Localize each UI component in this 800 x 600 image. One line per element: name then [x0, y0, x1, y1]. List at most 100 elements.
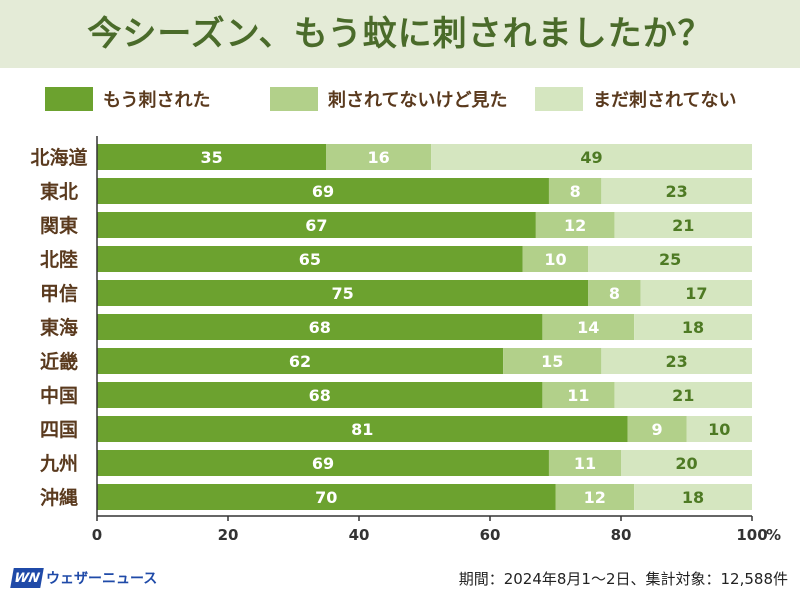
bar-stung	[97, 314, 543, 340]
bar-stung	[97, 178, 549, 204]
data-label-not-yet: 21	[672, 386, 694, 405]
category-label: 四国	[40, 419, 78, 441]
x-unit-label: %	[766, 526, 781, 544]
data-label-seen: 11	[567, 386, 589, 405]
bar-stung	[97, 348, 504, 374]
x-tick-label: 40	[349, 526, 370, 544]
bar-not-yet	[634, 484, 752, 510]
bar-seen	[503, 348, 602, 374]
legend-swatch-not-yet	[535, 87, 583, 111]
data-label-not-yet: 18	[682, 488, 704, 507]
bar-not-yet	[686, 416, 752, 442]
bar-seen	[326, 144, 432, 170]
category-label: 九州	[39, 453, 78, 475]
category-label: 甲信	[40, 282, 78, 305]
data-label-seen: 14	[577, 318, 599, 337]
bar-stung	[97, 484, 556, 510]
legend: もう刺された 刺されてないけど見た まだ刺されてない	[0, 82, 800, 116]
category-label: 関東	[40, 214, 78, 237]
bar-seen	[535, 212, 615, 238]
data-label-stung: 69	[312, 182, 334, 201]
bar-stung	[97, 280, 589, 306]
data-label-seen: 10	[544, 250, 566, 269]
bar-seen	[555, 484, 635, 510]
legend-label-stung: もう刺された	[103, 90, 211, 111]
bar-stung	[97, 450, 549, 476]
bar-seen	[548, 450, 621, 476]
data-label-stung: 70	[315, 488, 337, 507]
data-label-seen: 8	[570, 182, 581, 201]
data-label-not-yet: 10	[708, 420, 730, 439]
data-label-stung: 81	[351, 420, 373, 439]
logo-mark: WN	[10, 568, 44, 588]
data-label-stung: 67	[305, 216, 327, 235]
data-label-stung: 68	[309, 318, 331, 337]
bar-seen	[588, 280, 641, 306]
legend-item-not-yet: まだ刺されてない	[535, 82, 736, 116]
legend-item-stung: もう刺された	[45, 82, 210, 116]
logo-text: ウェザーニュース	[46, 571, 158, 587]
data-label-seen: 12	[564, 216, 586, 235]
category-label: 東海	[40, 316, 78, 339]
data-label-seen: 16	[368, 148, 390, 167]
category-label: 沖縄	[40, 486, 78, 509]
bar-not-yet	[614, 382, 752, 408]
chart-title: 今シーズン、もう蚊に刺されましたか？	[87, 14, 713, 54]
survey-note: 期間：2024年8月1～2日、集計対象：12,588件	[458, 570, 788, 588]
bar-stung	[97, 144, 327, 170]
data-label-stung: 65	[299, 250, 321, 269]
legend-swatch-seen	[270, 87, 318, 111]
data-label-not-yet: 18	[682, 318, 704, 337]
data-label-stung: 62	[289, 352, 311, 371]
data-label-stung: 69	[312, 454, 334, 473]
bar-stung	[97, 246, 523, 272]
bar-not-yet	[601, 178, 752, 204]
legend-swatch-stung	[45, 87, 93, 111]
bar-not-yet	[588, 246, 752, 272]
data-label-not-yet: 20	[675, 454, 697, 473]
bar-not-yet	[614, 212, 752, 238]
data-label-not-yet: 25	[659, 250, 681, 269]
bar-not-yet	[640, 280, 752, 306]
legend-item-seen: 刺されてないけど見た	[270, 82, 507, 116]
data-label-not-yet: 23	[666, 352, 688, 371]
data-label-stung: 75	[331, 284, 353, 303]
data-label-not-yet: 23	[666, 182, 688, 201]
x-tick-label: 20	[218, 526, 239, 544]
legend-label-not-yet: まだ刺されてない	[593, 90, 737, 111]
bar-not-yet	[431, 144, 752, 170]
data-label-not-yet: 17	[685, 284, 707, 303]
bar-seen	[548, 178, 602, 204]
bar-seen	[542, 382, 615, 408]
data-label-seen: 11	[574, 454, 596, 473]
data-label-not-yet: 49	[580, 148, 602, 167]
bar-seen	[542, 314, 635, 340]
legend-label-seen: 刺されてないけど見た	[328, 90, 508, 111]
weathernews-logo: WN ウェザーニュース	[10, 566, 158, 590]
x-tick-label: 100	[736, 526, 767, 544]
data-label-seen: 9	[651, 420, 662, 439]
data-label-stung: 68	[309, 386, 331, 405]
title-bar	[0, 0, 800, 68]
bar-seen	[627, 416, 687, 442]
bar-not-yet	[601, 348, 752, 374]
category-label: 北陸	[40, 248, 78, 271]
category-label: 中国	[40, 384, 78, 407]
bar-stung	[97, 416, 628, 442]
bar-seen	[522, 246, 589, 272]
bar-not-yet	[634, 314, 752, 340]
x-tick-label: 80	[611, 526, 632, 544]
category-label: 近畿	[40, 350, 78, 373]
x-tick-label: 60	[480, 526, 501, 544]
data-label-stung: 35	[200, 148, 222, 167]
bar-stung	[97, 212, 536, 238]
data-label-seen: 8	[609, 284, 620, 303]
category-label: 北海道	[30, 146, 87, 169]
bar-not-yet	[621, 450, 752, 476]
category-label: 東北	[40, 180, 78, 203]
data-label-seen: 15	[541, 352, 563, 371]
stacked-bar-chart: 北海道 35 16 49 東北 69 8 23 関東 67 12 21 北陸 65 10 25 甲信 75 8 17 東…	[30, 136, 781, 544]
data-label-not-yet: 21	[672, 216, 694, 235]
bar-stung	[97, 382, 543, 408]
data-label-seen: 12	[584, 488, 606, 507]
